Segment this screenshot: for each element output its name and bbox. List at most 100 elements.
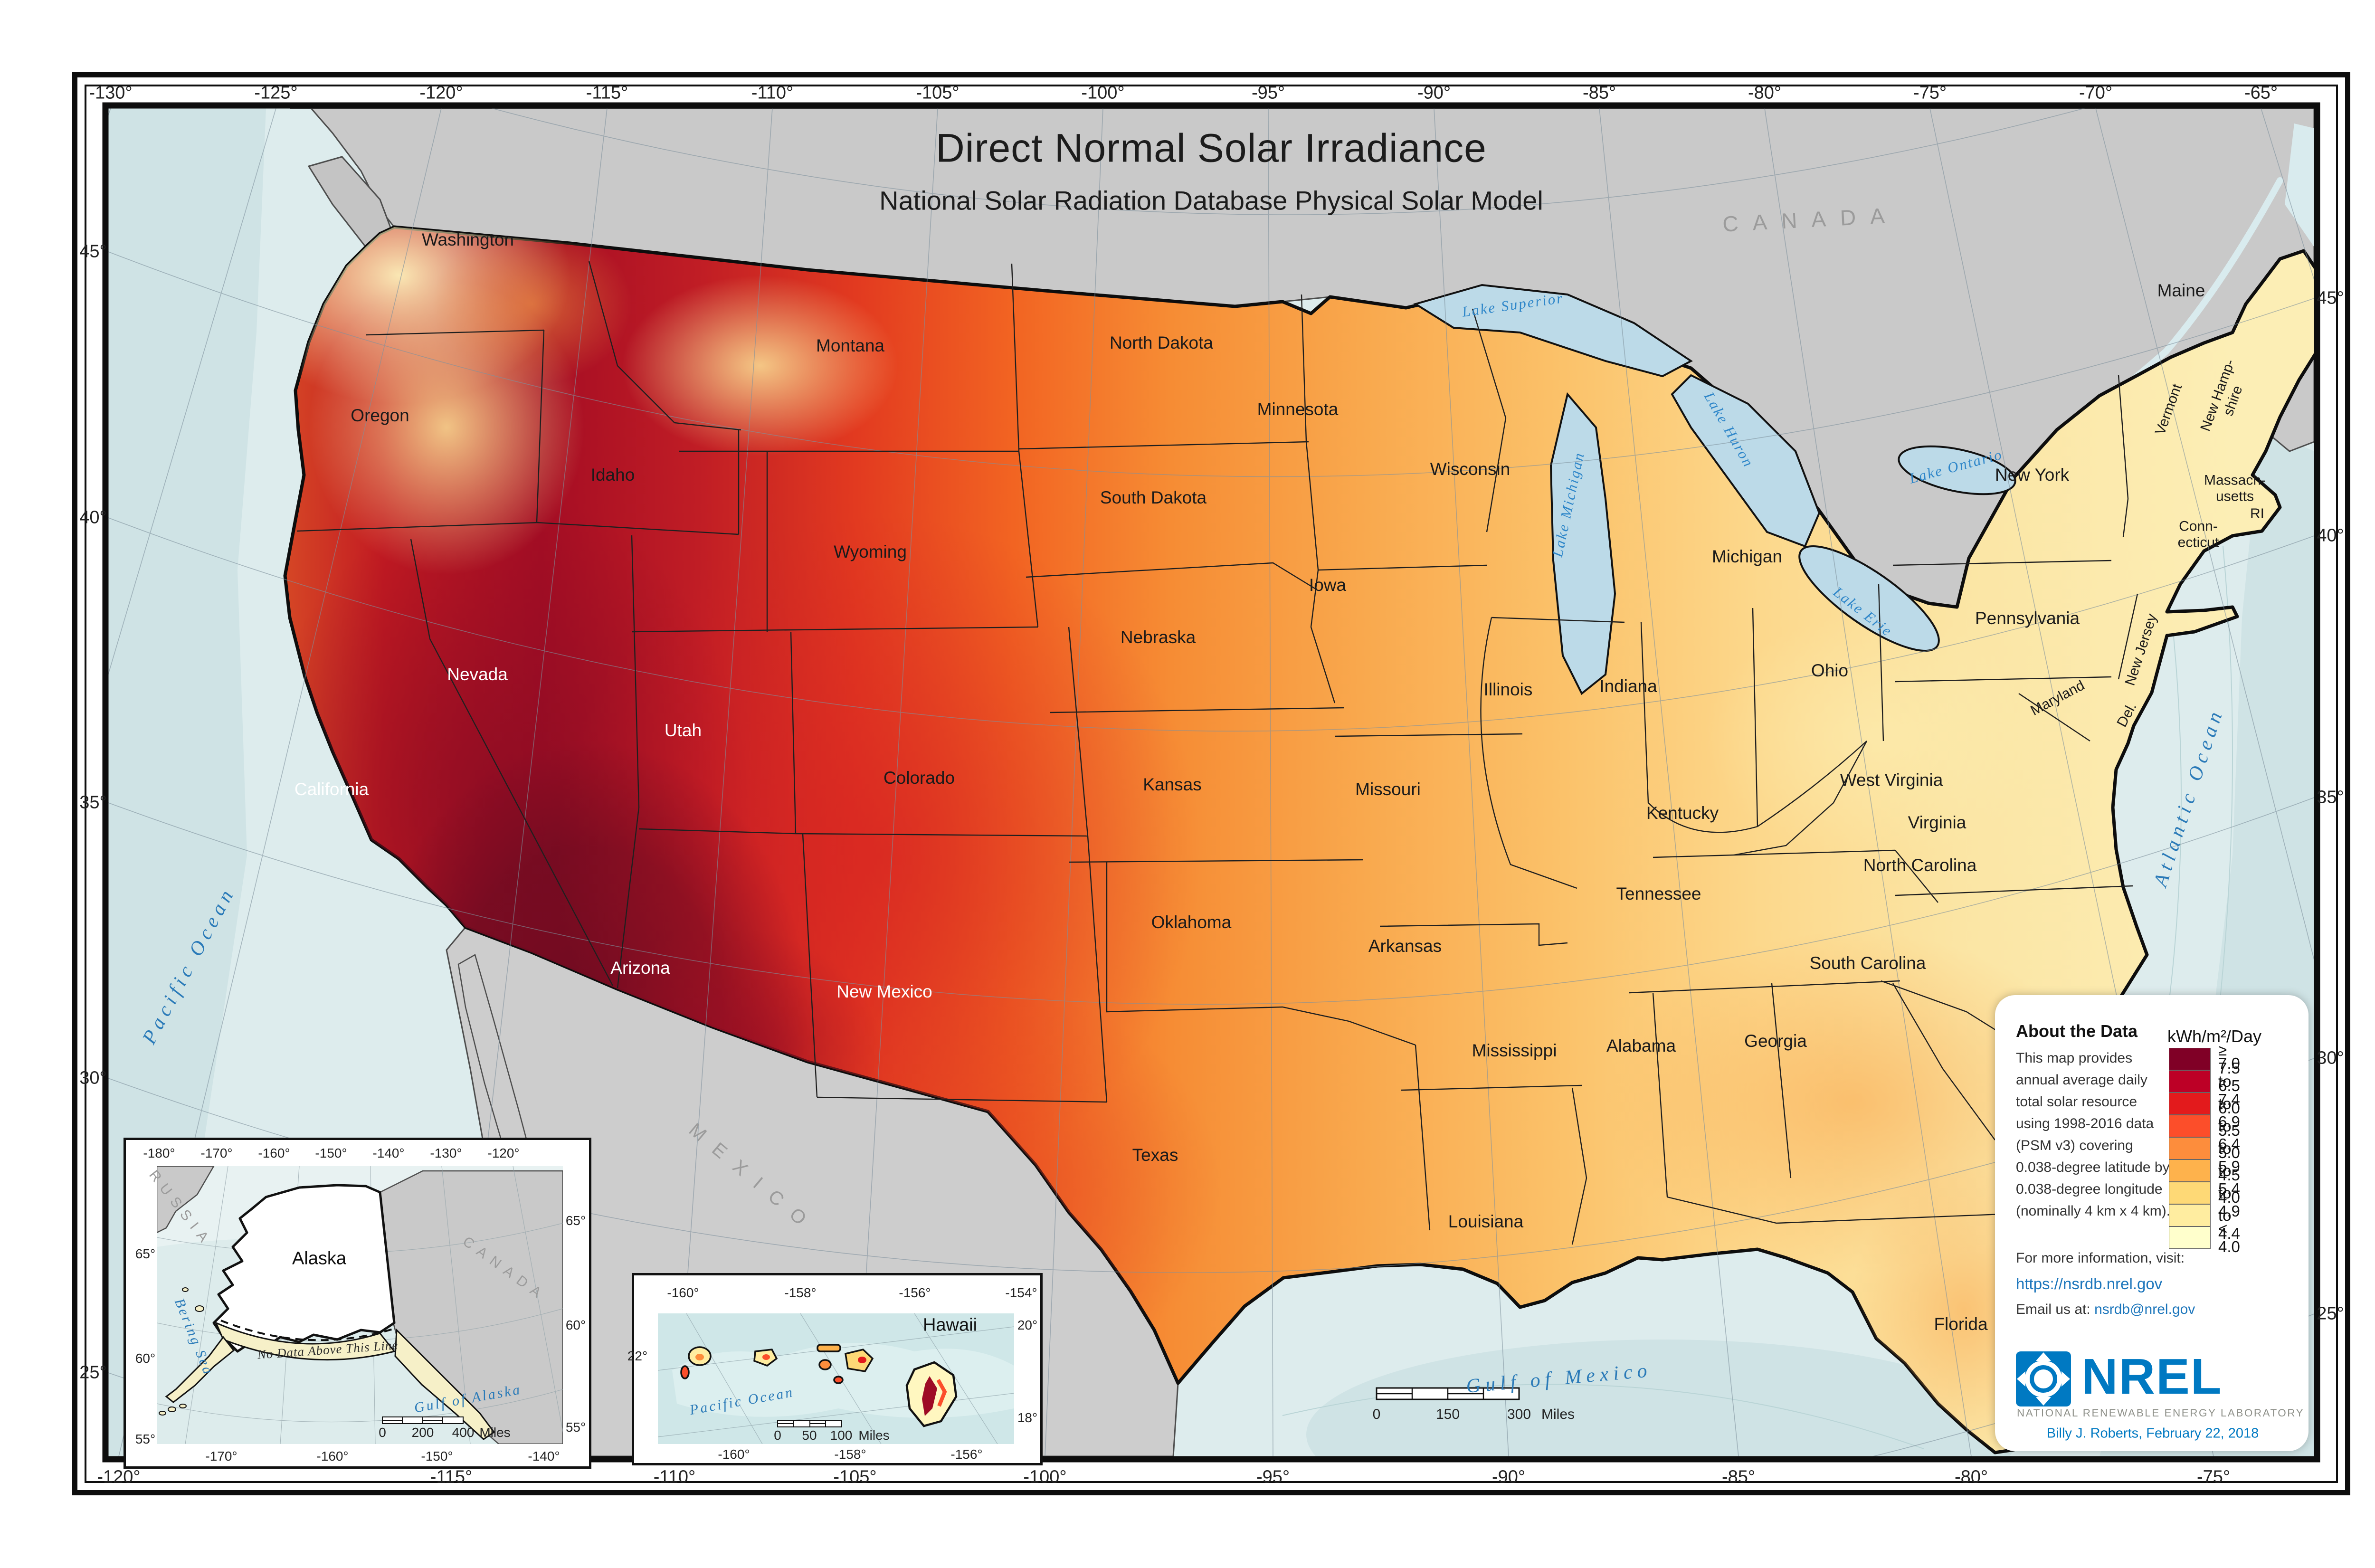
pacific-deep-water (108, 108, 266, 1456)
state-borders (296, 261, 2138, 1245)
axis-top-tick: -120° (419, 83, 463, 103)
axis-top-tick: -75° (1913, 83, 1947, 103)
hi-axis-tick: -160° (667, 1285, 699, 1300)
ak-axis-tick: -180° (143, 1146, 175, 1160)
hi-scale-tick: 0 (774, 1428, 781, 1443)
state-label-utah: Utah (664, 721, 702, 740)
nrel-logo-icon (2016, 1351, 2071, 1406)
state-label-massachusetts: Massach-usetts (2204, 472, 2266, 504)
state-label-south-dakota: South Dakota (1100, 488, 1207, 507)
ak-scale-tick: 0 (379, 1425, 386, 1440)
scale-tick: 150 (1435, 1406, 1460, 1422)
no-data-line (220, 1320, 395, 1341)
ak-axis-tick: -120° (487, 1146, 520, 1160)
state-label-california: California (294, 779, 369, 799)
legend-label: 6.0 to 6.4 (2218, 1099, 2240, 1153)
state-label-connecticut: Conn-ecticut (2177, 518, 2219, 550)
ak-scale-tick: 400 (452, 1425, 475, 1440)
alaska-panhandle (394, 1328, 495, 1440)
hawaiian-islands (680, 1344, 958, 1427)
axis-bottom-tick: -75° (2196, 1467, 2231, 1487)
state-label-wisconsin: Wisconsin (1430, 459, 1510, 479)
ak-axis-tick: -140° (528, 1449, 560, 1463)
alaska-label: Alaska (292, 1248, 347, 1269)
state-label-nevada: Nevada (447, 665, 508, 684)
state-label-north-carolina: North Carolina (1863, 855, 1977, 875)
axis-bottom-tick: -100° (1023, 1467, 1067, 1487)
big-island-high-dni-core (922, 1376, 937, 1416)
legend-swatch (2169, 1226, 2211, 1249)
hi-axis-tick: -154° (1005, 1285, 1037, 1300)
state-label-south-carolina: South Carolina (1809, 953, 1926, 973)
gulf-of-st-lawrence (2285, 124, 2314, 247)
inner-border (85, 85, 2338, 1483)
hi-axis-tick: -160° (718, 1447, 750, 1462)
legend-label: 5.0 to 5.4 (2218, 1143, 2240, 1197)
legend-label: 6.5 to 6.9 (2218, 1076, 2240, 1131)
state-label-new-york: New York (1995, 465, 2070, 485)
legend-swatch (2169, 1182, 2211, 1204)
hi-scale-tick: 50 (802, 1428, 817, 1443)
legend-swatch (2169, 1137, 2211, 1159)
nsrdb-url-link[interactable]: https://nsrdb.nrel.gov (2016, 1275, 2163, 1292)
axis-right-tick: 30° (2317, 1048, 2344, 1068)
hi-axis-tick: 22° (627, 1349, 648, 1363)
state-label-pennsylvania: Pennsylvania (1975, 608, 2080, 628)
email-prefix: Email us at: (2016, 1302, 2095, 1317)
outer-border (72, 72, 2350, 1495)
state-label-arizona: Arizona (610, 958, 670, 978)
alaska-peninsula (165, 1336, 235, 1403)
russia-landmass (157, 1166, 215, 1234)
hawaii-inset-map (658, 1313, 1014, 1444)
alaska-scale-bar (382, 1416, 464, 1424)
axis-top-tick: -110° (751, 83, 794, 103)
hi-scale-tick: 100 (830, 1428, 853, 1443)
axis-top-tick: -90° (1417, 83, 1451, 103)
ak-axis-tick: -150° (315, 1146, 347, 1160)
aleutian-islands (159, 1287, 204, 1416)
ak-axis-tick: -170° (200, 1146, 233, 1160)
axis-top-tick: -115° (586, 83, 628, 103)
state-label-colorado: Colorado (883, 768, 955, 788)
axis-bottom-tick: -80° (1954, 1467, 1988, 1487)
email-link[interactable]: nsrdb@nrel.gov (2094, 1302, 2195, 1317)
axis-left-tick: 35° (79, 792, 107, 813)
state-label-maine: Maine (2157, 281, 2205, 300)
scale-tick: 300 (1507, 1406, 1531, 1422)
legend-units: kWh/m²/Day (2167, 1026, 2261, 1046)
state-label-kentucky: Kentucky (1646, 803, 1719, 823)
state-label-texas: Texas (1132, 1145, 1178, 1165)
page-title: Direct Normal Solar Irradiance (936, 125, 1487, 171)
state-label-new-mexico: New Mexico (836, 982, 932, 1001)
state-label-tennessee: Tennessee (1616, 884, 1701, 903)
state-label-north-dakota: North Dakota (1110, 333, 1213, 352)
nrel-wordmark: NREL (2081, 1349, 2223, 1405)
axis-left-tick: 25° (79, 1362, 107, 1383)
ak-scale-unit: Miles (479, 1425, 511, 1440)
legend-swatch (2169, 1159, 2211, 1182)
state-label-nebraska: Nebraska (1120, 627, 1196, 647)
state-label-alabama: Alabama (1606, 1036, 1676, 1055)
ak-axis-tick: -130° (430, 1146, 462, 1160)
axis-top-tick: -105° (916, 83, 960, 103)
state-label-wyoming: Wyoming (834, 542, 907, 561)
hawaii-scale-bar (777, 1420, 842, 1427)
state-label-michigan: Michigan (1711, 547, 1783, 566)
axis-bottom-tick: -105° (833, 1467, 877, 1487)
axis-right-tick: 40° (2317, 525, 2344, 546)
page-subtitle: National Solar Radiation Database Physic… (879, 185, 1543, 216)
alaska-graticule (157, 1166, 563, 1444)
state-label-oregon: Oregon (351, 406, 409, 425)
hawaii-label: Hawaii (922, 1315, 978, 1335)
state-label-minnesota: Minnesota (1257, 399, 1339, 419)
state-label-iowa: Iowa (1309, 575, 1347, 595)
hi-axis-tick: -158° (784, 1285, 817, 1300)
about-title: About the Data (2016, 1021, 2138, 1041)
state-label-arkansas: Arkansas (1368, 936, 1442, 956)
state-label-ohio: Ohio (1811, 661, 1849, 680)
hi-axis-tick: -156° (899, 1285, 931, 1300)
legend-label: 7.0 to 7.4 (2218, 1054, 2240, 1108)
legend-label: 4.0 to 4.4 (2218, 1188, 2240, 1242)
